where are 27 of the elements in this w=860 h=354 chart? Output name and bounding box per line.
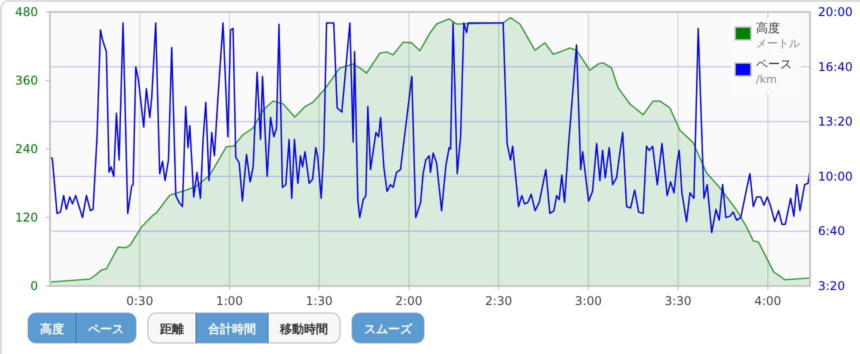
y-tick-label: 240 bbox=[15, 142, 38, 156]
y2-tick-label: 16:40 bbox=[818, 60, 853, 74]
y-tick-label: 360 bbox=[15, 74, 38, 88]
line-series bbox=[49, 22, 811, 234]
annotation: メートル bbox=[756, 37, 800, 50]
x-tick-label: 2:00 bbox=[395, 294, 422, 308]
legend-label: ペース bbox=[756, 57, 792, 71]
button-group: スムーズ bbox=[352, 312, 424, 344]
y-tick-label: 120 bbox=[15, 210, 38, 224]
x-tick-label: 0:30 bbox=[126, 294, 154, 308]
y2-tick-label: 13:20 bbox=[818, 114, 853, 129]
button-group: 距離 合計時間 移動時間 bbox=[148, 312, 340, 344]
x-tick-label: 2:30 bbox=[485, 294, 512, 308]
y2-tick-label: 6:40 bbox=[818, 224, 845, 238]
y2-tick-label: 3:20 bbox=[818, 279, 845, 293]
x-tick-label: 1:00 bbox=[216, 294, 243, 308]
y-tick-label: 480 bbox=[15, 5, 38, 19]
y-tick-label: 0 bbox=[30, 279, 38, 293]
x-tick-label: 1:30 bbox=[306, 294, 333, 308]
y2-tick-label: 10:00 bbox=[818, 169, 853, 184]
button-group: 高度 ペース bbox=[28, 312, 136, 344]
x-tick-label: 3:30 bbox=[664, 294, 692, 308]
y2-tick-label: 20:00 bbox=[818, 5, 853, 19]
annotation: /km bbox=[756, 73, 777, 86]
legend-label: 高度 bbox=[756, 21, 780, 35]
x-tick-label: 3:00 bbox=[574, 294, 602, 308]
x-tick-label: 4:00 bbox=[754, 294, 782, 308]
